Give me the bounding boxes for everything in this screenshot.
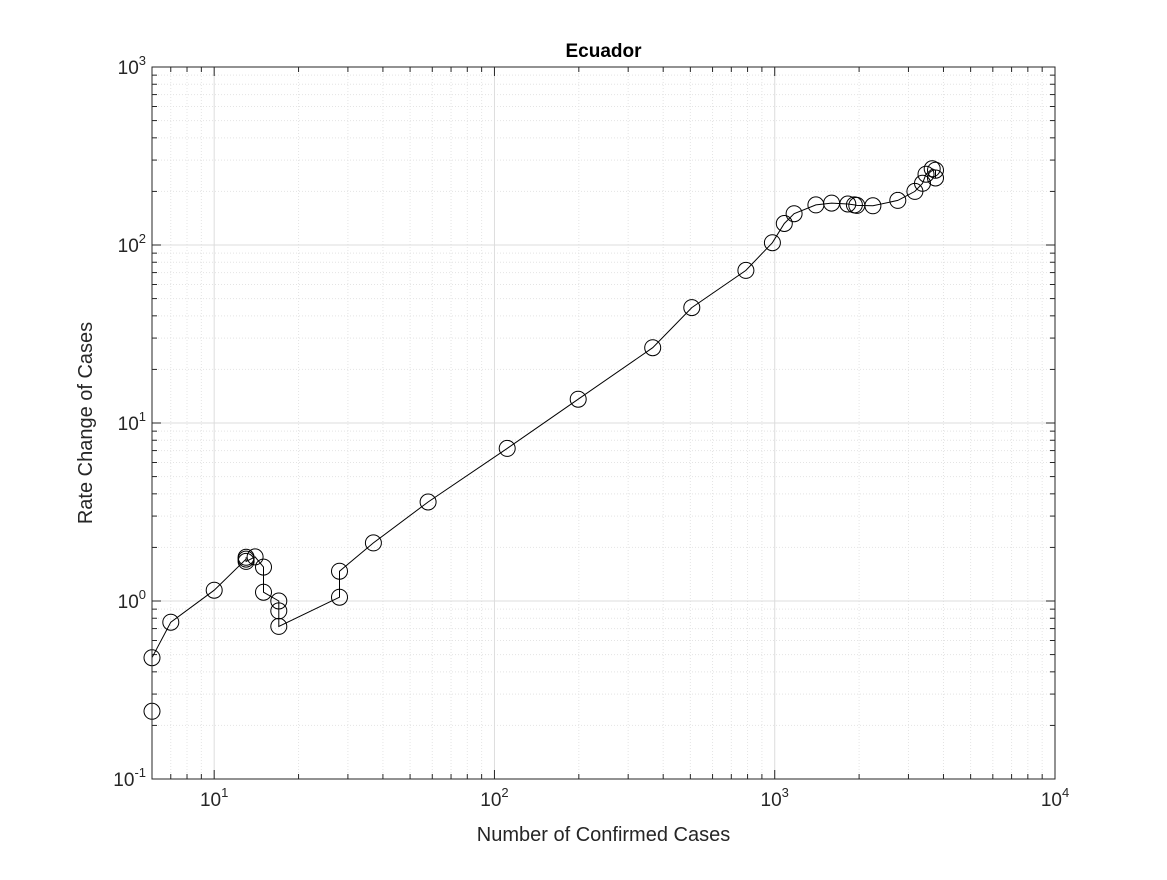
data-point-marker	[644, 339, 662, 357]
chart-title: Ecuador	[565, 41, 642, 62]
data-point-marker	[331, 562, 348, 580]
y-tick-label: 101	[118, 409, 146, 435]
data-point-marker	[205, 581, 223, 599]
minor-grid	[151, 67, 1055, 779]
data-point-marker	[162, 613, 180, 631]
axis-ticks	[151, 67, 1055, 780]
data-point-marker	[255, 558, 272, 576]
data-point-marker	[763, 234, 781, 252]
y-tick-label: 10-1	[113, 765, 146, 791]
data-series	[143, 160, 944, 720]
data-point-marker	[785, 205, 803, 223]
data-point-marker	[270, 592, 288, 610]
data-point-marker	[923, 160, 941, 178]
data-point-marker	[331, 588, 348, 606]
y-tick-label: 103	[118, 53, 146, 79]
data-point-marker	[864, 197, 882, 215]
x-axis-label: Number of Confirmed Cases	[477, 824, 730, 846]
data-point-marker	[775, 215, 793, 232]
data-point-marker	[498, 439, 516, 457]
plot-area-border	[151, 66, 1056, 780]
data-point-marker	[255, 583, 272, 601]
tick-labels: 101 102 103 104 10-1 100 101 102 103	[113, 53, 1069, 811]
data-point-marker	[914, 174, 931, 192]
data-point-marker	[889, 191, 907, 209]
y-tick-label: 102	[118, 231, 146, 257]
x-tick-label: 102	[480, 785, 508, 811]
data-point-marker	[927, 169, 944, 187]
y-tick-label: 100	[118, 587, 146, 613]
x-tick-label: 103	[761, 785, 789, 811]
data-point-marker	[237, 552, 255, 570]
data-point-marker	[246, 548, 264, 566]
data-point-marker	[364, 534, 382, 552]
x-tick-label: 104	[1041, 785, 1069, 811]
data-point-marker	[683, 299, 701, 317]
x-tick-label: 101	[200, 785, 228, 811]
data-point-marker	[737, 261, 755, 279]
data-point-marker	[270, 617, 288, 635]
data-point-marker	[917, 165, 935, 183]
data-point-marker	[927, 161, 944, 179]
data-point-marker	[419, 493, 437, 511]
data-point-marker	[569, 390, 587, 408]
y-axis-label: Rate Change of Cases	[75, 322, 97, 524]
data-point-marker	[839, 195, 857, 213]
data-point-marker	[237, 548, 255, 566]
